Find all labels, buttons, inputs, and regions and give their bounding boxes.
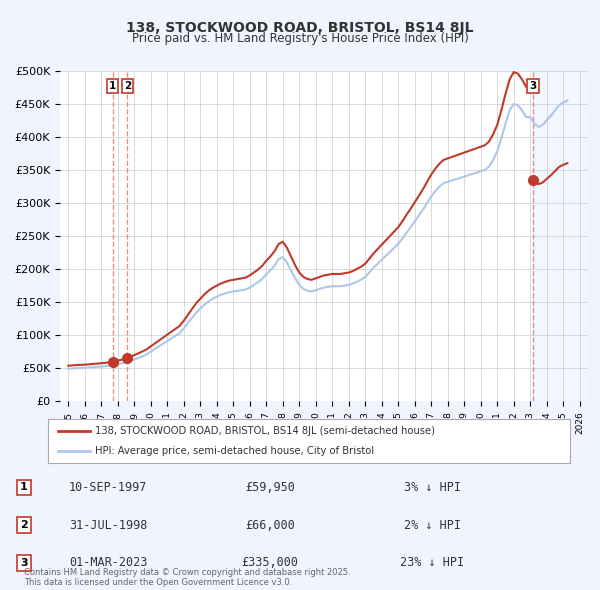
Text: £335,000: £335,000 bbox=[241, 556, 299, 569]
Text: 138, STOCKWOOD ROAD, BRISTOL, BS14 8JL (semi-detached house): 138, STOCKWOOD ROAD, BRISTOL, BS14 8JL (… bbox=[95, 427, 435, 436]
Bar bbox=[533, 71, 588, 401]
Text: 10-SEP-1997: 10-SEP-1997 bbox=[69, 481, 147, 494]
Text: £66,000: £66,000 bbox=[245, 519, 295, 532]
Text: 3: 3 bbox=[20, 558, 28, 568]
Text: 3% ↓ HPI: 3% ↓ HPI bbox=[404, 481, 461, 494]
Text: 23% ↓ HPI: 23% ↓ HPI bbox=[400, 556, 464, 569]
Text: 31-JUL-1998: 31-JUL-1998 bbox=[69, 519, 147, 532]
Text: 01-MAR-2023: 01-MAR-2023 bbox=[69, 556, 147, 569]
Text: Contains HM Land Registry data © Crown copyright and database right 2025.
This d: Contains HM Land Registry data © Crown c… bbox=[24, 568, 350, 587]
Text: Price paid vs. HM Land Registry's House Price Index (HPI): Price paid vs. HM Land Registry's House … bbox=[131, 32, 469, 45]
Text: 1: 1 bbox=[109, 81, 116, 91]
Text: 3: 3 bbox=[529, 81, 536, 91]
Text: 2: 2 bbox=[124, 81, 131, 91]
Text: 2: 2 bbox=[20, 520, 28, 530]
Text: 2% ↓ HPI: 2% ↓ HPI bbox=[404, 519, 461, 532]
Text: HPI: Average price, semi-detached house, City of Bristol: HPI: Average price, semi-detached house,… bbox=[95, 446, 374, 455]
Text: 1: 1 bbox=[20, 483, 28, 492]
Text: 138, STOCKWOOD ROAD, BRISTOL, BS14 8JL: 138, STOCKWOOD ROAD, BRISTOL, BS14 8JL bbox=[126, 21, 474, 35]
Text: £59,950: £59,950 bbox=[245, 481, 295, 494]
